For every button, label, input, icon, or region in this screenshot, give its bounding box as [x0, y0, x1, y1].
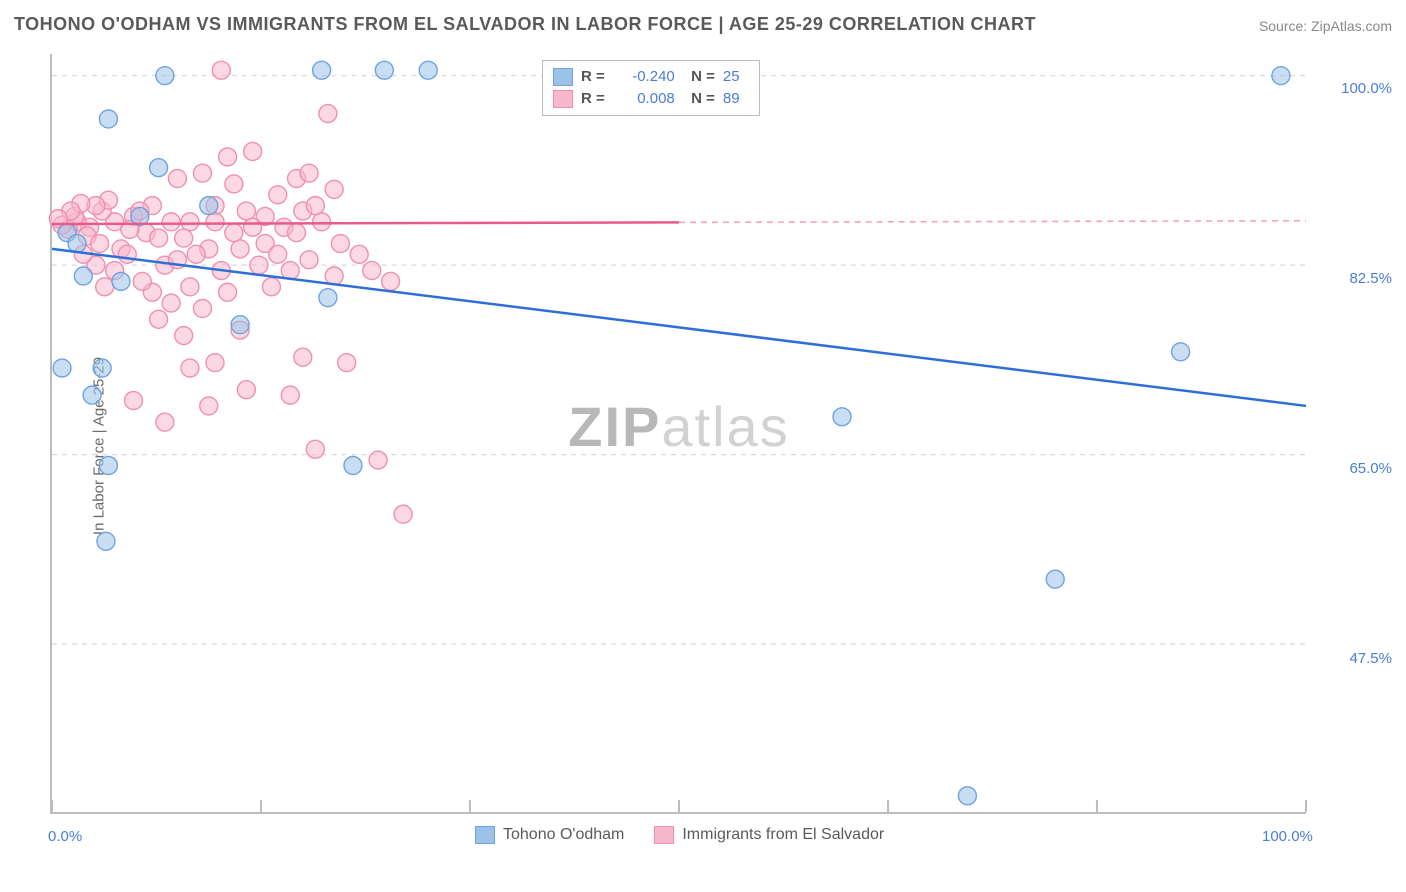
x-axis-max-label: 100.0% — [1262, 828, 1313, 845]
legend-swatch-icon — [553, 68, 573, 86]
legend-label: Tohono O'odham — [503, 826, 624, 844]
legend-row: R = 0.008 N = 89 — [553, 88, 749, 110]
chart-svg — [52, 54, 1306, 812]
chart-title: TOHONO O'ODHAM VS IMMIGRANTS FROM EL SAL… — [14, 14, 1036, 35]
legend-r-label: R = — [581, 66, 605, 88]
legend-n-value: 89 — [723, 88, 749, 110]
legend-r-label: R = — [581, 88, 605, 110]
legend-row: R = -0.240 N = 25 — [553, 66, 749, 88]
y-tick-label: 82.5% — [1312, 270, 1392, 287]
correlation-legend: R = -0.240 N = 25 R = 0.008 N = 89 — [542, 60, 760, 116]
legend-n-value: 25 — [723, 66, 749, 88]
legend-label: Immigrants from El Salvador — [682, 826, 884, 844]
y-tick-label: 47.5% — [1312, 650, 1392, 667]
legend-swatch-icon — [475, 826, 495, 844]
legend-swatch-icon — [654, 826, 674, 844]
y-tick-label: 65.0% — [1312, 460, 1392, 477]
series-legend: Tohono O'odham Immigrants from El Salvado… — [475, 826, 884, 844]
y-tick-label: 100.0% — [1312, 80, 1392, 97]
legend-swatch-icon — [553, 90, 573, 108]
legend-r-value: -0.240 — [613, 66, 675, 88]
chart-container: TOHONO O'ODHAM VS IMMIGRANTS FROM EL SAL… — [0, 0, 1406, 892]
legend-n-label: N = — [683, 88, 715, 110]
source-attribution: Source: ZipAtlas.com — [1259, 18, 1392, 34]
legend-r-value: 0.008 — [613, 88, 675, 110]
legend-item: Tohono O'odham — [475, 826, 624, 844]
legend-item: Immigrants from El Salvador — [654, 826, 884, 844]
x-axis-min-label: 0.0% — [48, 828, 82, 845]
legend-n-label: N = — [683, 66, 715, 88]
plot-area: ZIPatlas R =-0.240 N =25R =0.008 N =89 — [50, 54, 1306, 814]
